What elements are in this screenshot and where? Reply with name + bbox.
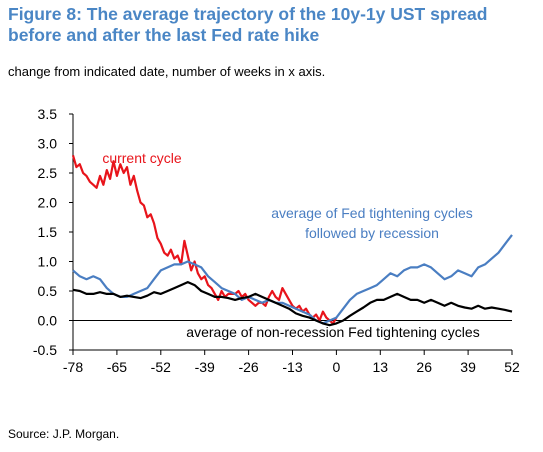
y-tick-label: 0.0 [38,313,58,329]
series-label-1: current cycle [102,150,182,166]
y-tick-label: 1.5 [38,224,58,240]
x-tick-label: -65 [107,359,127,375]
chart-series [71,154,513,327]
series-line-2 [72,234,513,325]
x-tick-label: 0 [333,359,341,375]
x-tick-label: -39 [195,359,215,375]
y-tick-label: -0.5 [33,342,57,358]
chart-subtitle: change from indicated date, number of we… [8,64,326,79]
series-labels: current cycle average of Fed tightening c… [102,150,479,340]
series-label-2: followed by recession [305,225,439,241]
x-tick-label: -13 [282,359,302,375]
x-tick-label: 26 [416,359,432,375]
y-tick-label: 2.0 [38,195,58,211]
x-tick-label: -78 [63,359,83,375]
source-note: Source: J.P. Morgan. [8,427,120,441]
x-tick-label: -26 [238,359,258,375]
series-label-2: average of Fed tightening cycles [271,205,473,221]
y-tick-label: 3.0 [38,136,58,152]
series-label-3: average of non-recession Fed tightening … [186,324,479,340]
line-chart: -0.5 0.0 0.5 1.0 1.5 2.0 2.5 3.0 3.5 -78 -65 -52 -39… [33,106,520,375]
chart-axes: -0.5 0.0 0.5 1.0 1.5 2.0 2.5 3.0 3.5 -78 -65 -52 -39… [33,106,520,375]
y-tick-label: 3.5 [38,106,58,122]
y-tick-label: 2.5 [38,165,58,181]
x-tick-label: 13 [373,359,389,375]
x-tick-label: 52 [504,359,520,375]
chart-title: Figure 8: The average trajectory of the … [8,4,488,45]
x-tick-label: 39 [460,359,476,375]
y-tick-label: 1.0 [38,254,58,270]
series-line-3 [72,281,513,327]
series-line-1 [71,154,338,325]
x-tick-label: -52 [151,359,171,375]
y-tick-label: 0.5 [38,283,58,299]
